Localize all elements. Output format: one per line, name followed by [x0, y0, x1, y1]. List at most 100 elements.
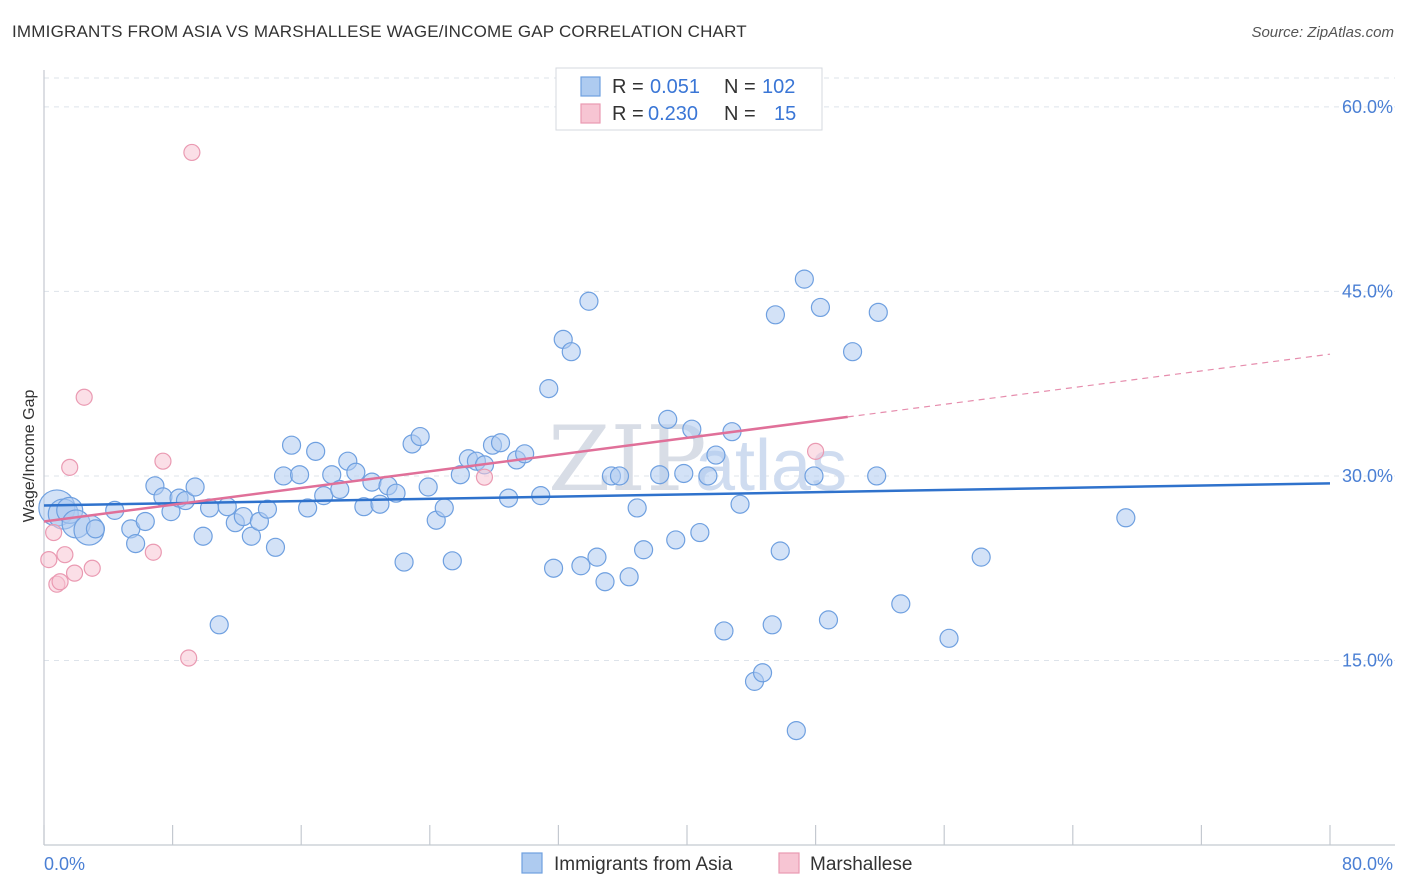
point-asia-71 [650, 465, 670, 485]
tick-labels: 15.0% 30.0% 45.0% 60.0% 0.0% 80.0% [44, 97, 1393, 874]
y-tick-label-2: 45.0% [1342, 281, 1393, 301]
point-asia-70 [633, 540, 654, 560]
point-marshallese-3 [51, 573, 69, 591]
point-marshallese-13 [475, 468, 494, 486]
point-asia-91 [818, 610, 839, 630]
bottom-legend-label-blue: Immigrants from Asia [554, 854, 733, 875]
point-marshallese-0 [40, 551, 58, 569]
point-asia-61 [561, 342, 581, 362]
point-marshallese-14 [806, 442, 825, 460]
point-asia-41 [394, 552, 414, 572]
point-asia-68 [619, 567, 639, 587]
point-asia-43 [410, 426, 430, 447]
point-asia-95 [891, 594, 911, 614]
legend-r-label-2: R = [612, 103, 644, 125]
point-asia-59 [543, 558, 564, 578]
point-asia-48 [450, 465, 470, 485]
legend-r-label-1: R = [612, 76, 644, 98]
point-marshallese-4 [56, 546, 74, 564]
legend-r-value-1: 0.051 [650, 76, 700, 98]
grid-lines [44, 77, 1395, 661]
point-asia-25 [265, 537, 286, 557]
legend-n-label-2: N = [724, 103, 756, 125]
point-asia-53 [490, 433, 511, 453]
point-asia-27 [281, 435, 302, 455]
legend-box: R = 0.051 N = 102 R = 0.230 N = 15 [555, 67, 823, 131]
point-asia-86 [770, 541, 790, 561]
point-marshallese-12 [183, 143, 201, 162]
point-asia-78 [706, 445, 726, 465]
point-asia-18 [209, 615, 229, 635]
point-asia-76 [690, 522, 710, 543]
point-asia-47 [442, 551, 462, 571]
y-axis-label: Wage/Income Gap [21, 390, 38, 523]
point-marshallese-11 [180, 649, 198, 667]
point-asia-65 [595, 572, 615, 592]
point-asia-87 [786, 720, 806, 741]
source-credit: Source: ZipAtlas.com [1251, 24, 1394, 41]
y-tick-label-0: 15.0% [1342, 650, 1393, 670]
point-asia-81 [730, 494, 750, 514]
point-marshallese-1 [45, 523, 63, 542]
chart-title: IMMIGRANTS FROM ASIA VS MARSHALLESE WAGE… [12, 22, 747, 41]
axes [43, 70, 1395, 846]
point-asia-15 [185, 477, 205, 497]
point-asia-62 [571, 556, 591, 576]
point-asia-46 [434, 498, 454, 518]
point-marshallese-9 [144, 543, 162, 561]
point-asia-63 [579, 291, 599, 311]
point-asia-89 [804, 466, 824, 486]
point-asia-22 [241, 526, 261, 546]
x-tick-label-1: 80.0% [1342, 854, 1393, 874]
legend-n-value-2: 15 [774, 103, 796, 125]
point-asia-9 [135, 511, 155, 532]
point-marshallese-7 [75, 388, 93, 406]
point-asia-77 [698, 466, 718, 486]
legend-swatch-blue [580, 76, 601, 97]
point-asia-44 [418, 477, 438, 497]
point-asia-33 [330, 479, 350, 500]
point-asia-58 [539, 379, 559, 399]
y-tick-label-3: 60.0% [1342, 97, 1393, 117]
point-asia-28 [289, 465, 310, 485]
point-asia-38 [370, 494, 390, 514]
point-asia-30 [306, 441, 326, 461]
point-asia-67 [609, 466, 630, 486]
point-asia-83 [752, 663, 773, 683]
point-asia-29 [298, 498, 318, 518]
trend-line-marshallese [43, 415, 848, 523]
trend-lines [43, 353, 1331, 523]
point-asia-92 [842, 342, 863, 362]
point-marshallese-10 [154, 452, 172, 470]
point-asia-79 [714, 621, 734, 641]
point-asia-72 [658, 409, 678, 429]
point-asia-37 [362, 472, 382, 492]
point-asia-24 [257, 499, 278, 519]
point-marshallese-6 [65, 564, 84, 582]
point-asia-97 [971, 547, 991, 567]
point-asia-98 [1116, 508, 1136, 528]
legend-r-value-2: 0.230 [648, 103, 698, 125]
legend-n-value-1: 102 [762, 76, 795, 98]
point-asia-85 [765, 305, 786, 325]
x-tick-label-0: 0.0% [44, 854, 85, 874]
bottom-legend-swatch-blue [521, 852, 543, 874]
point-asia-96 [939, 628, 959, 648]
trend-line-asia [43, 482, 1331, 507]
legend-n-label-1: N = [724, 76, 756, 98]
point-asia-40 [386, 483, 406, 503]
point-asia-26 [273, 466, 294, 486]
point-asia-16 [193, 526, 213, 546]
bottom-legend: Immigrants from Asia Marshallese [521, 852, 912, 875]
legend-swatch-pink [580, 103, 601, 124]
bottom-legend-label-pink: Marshallese [810, 854, 912, 875]
point-asia-94 [868, 302, 888, 322]
bottom-legend-swatch-pink [778, 852, 800, 874]
point-asia-14 [175, 490, 196, 511]
point-asia-21 [233, 506, 253, 527]
point-asia-90 [810, 297, 831, 318]
point-marshallese-8 [83, 559, 101, 577]
point-marshallese-5 [61, 458, 79, 476]
point-asia-93 [867, 466, 887, 486]
